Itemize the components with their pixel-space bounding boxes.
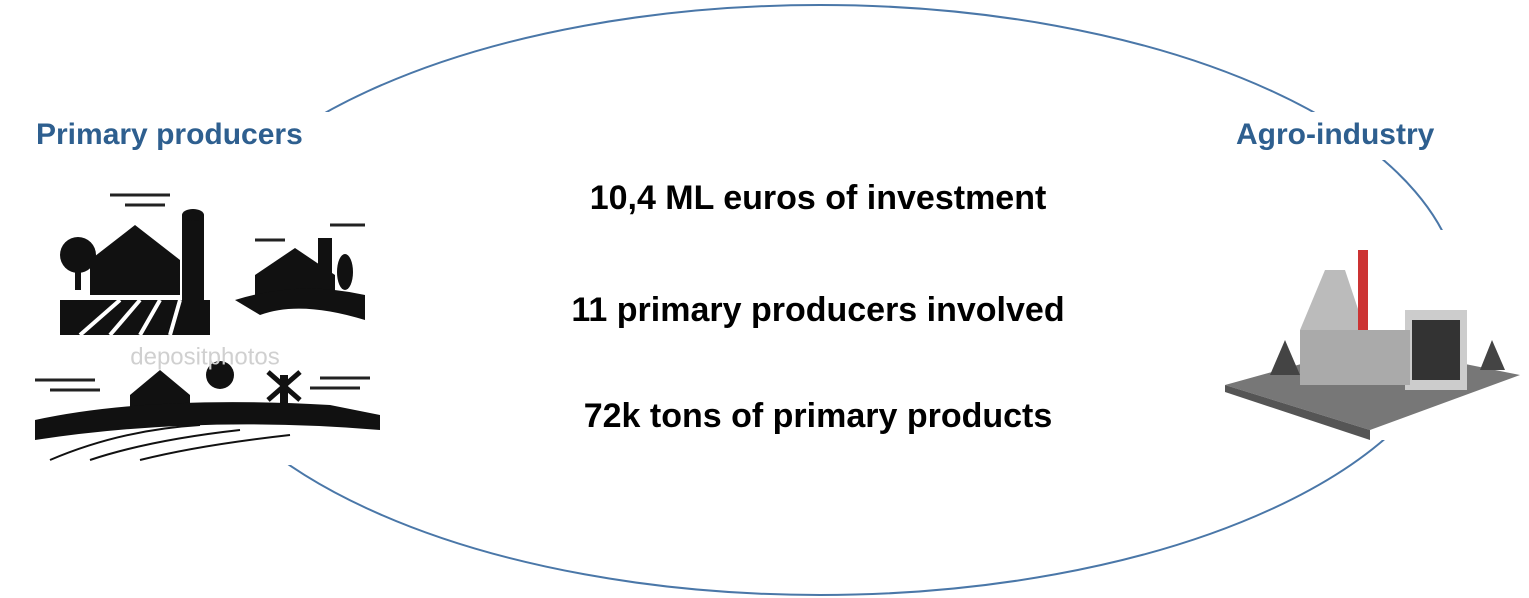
stat: 72k tons of primary products — [584, 397, 1053, 435]
left-label: Primary producers — [36, 118, 303, 151]
watermark: depositphotos — [130, 343, 279, 370]
stat: 11 primary producers involved — [571, 291, 1064, 329]
stat: 10,4 ML euros of investment — [590, 179, 1047, 217]
diagram: depositphotos Primary producers Agro-ind… — [0, 0, 1529, 598]
right-label: Agro-industry — [1236, 118, 1435, 151]
farm-illustration: depositphotos — [20, 150, 390, 465]
factory-illustration — [1215, 230, 1529, 440]
